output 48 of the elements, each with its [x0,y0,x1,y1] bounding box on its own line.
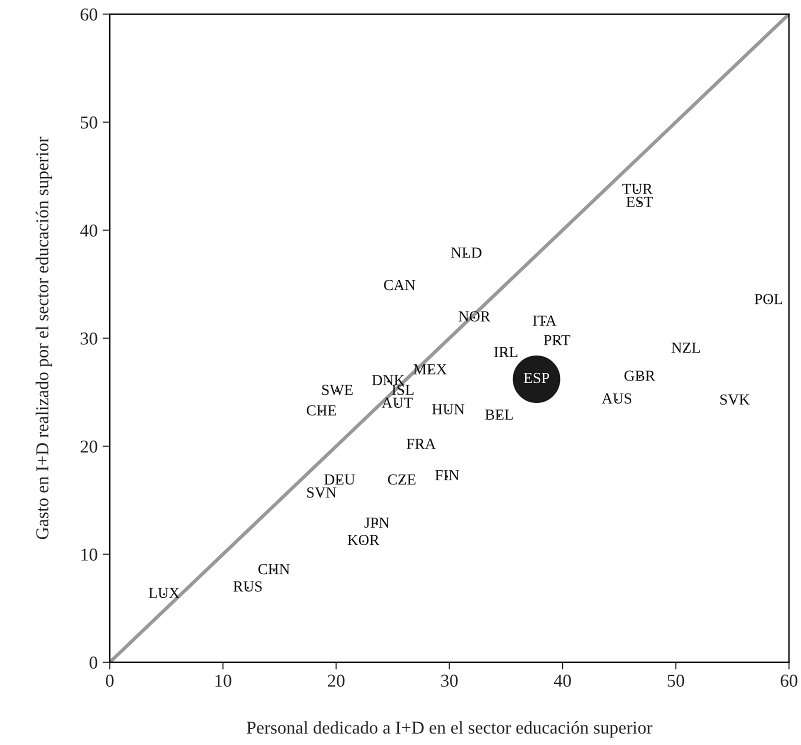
x-tick-label: 60 [780,674,798,687]
data-label: AUT [382,398,413,408]
x-tick-label: 10 [216,674,232,687]
data-label: SVN [307,487,336,498]
y-tick-label: 0 [90,656,98,669]
x-tick-label: 20 [328,674,344,687]
data-label: ISL [392,384,414,395]
y-tick-label: 20 [80,440,98,453]
data-label: JPN [364,518,390,528]
data-label: POL [754,294,782,304]
data-label: CAN [384,280,416,290]
y-tick-label: 30 [80,332,98,345]
y-tick-label: 50 [80,116,98,129]
data-label: LUX [148,588,180,598]
data-label: AUS [602,393,632,404]
data-label: GBR [624,370,656,381]
data-label: SWE [322,384,353,396]
data-label: ITA [532,316,556,326]
data-label: IRL [494,347,518,358]
data-label: ESP [524,372,550,384]
data-label: CHN [258,564,290,574]
data-label: KOR [348,534,380,546]
x-tick-label: 50 [668,674,684,687]
data-label: NLD [451,248,482,258]
data-label: EST [626,196,653,208]
data-label: CHE [306,405,336,416]
data-label: SVK [720,394,750,405]
y-tick-label: 60 [80,8,98,21]
data-label: FRA [406,438,436,449]
data-label: FIN [435,470,460,480]
data-label: TUR [622,184,653,194]
x-tick-label: 0 [106,674,114,687]
data-label: MEX [414,364,447,374]
y-tick-label: 40 [80,224,98,237]
y-axis-title: Gasto en I+D realizado por el sector educación superior [36,136,52,540]
x-axis-title: Personal dedicado a I+D en el sector educación superior [246,721,652,738]
data-label: CZE [388,474,416,485]
data-label: DEU [324,474,355,485]
data-label: NOR [458,311,490,322]
data-label: DNK [372,375,405,386]
x-tick-label: 30 [441,674,458,687]
data-label: PRT [544,335,570,346]
data-label: HUN [432,404,464,414]
data-label: NZL [672,342,700,353]
y-tick-label: 10 [81,548,98,561]
data-label: BEL [485,410,513,420]
x-tick-label: 40 [554,674,571,687]
data-label: RUS [233,581,262,592]
